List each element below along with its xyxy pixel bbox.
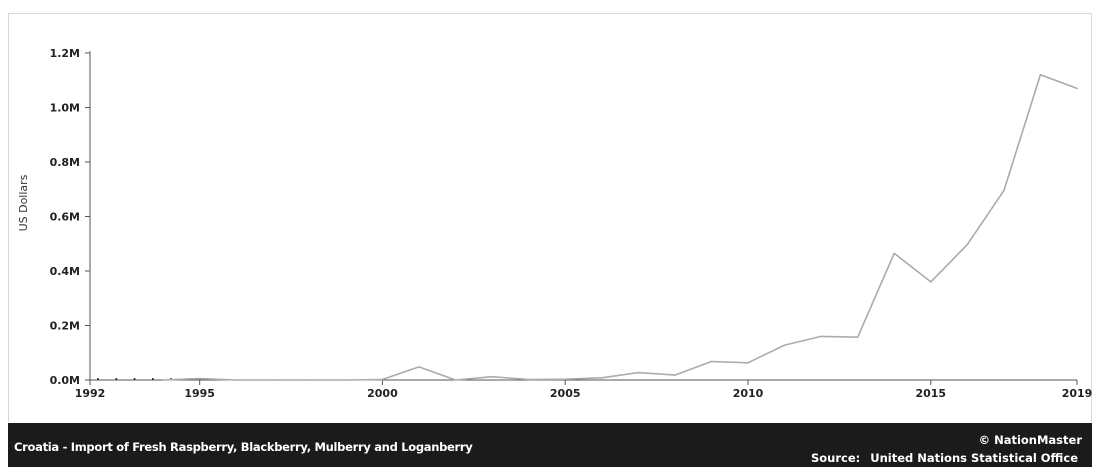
data-point xyxy=(418,366,420,368)
data-point xyxy=(381,378,384,381)
data-point xyxy=(1039,74,1042,76)
y-axis-label: US Dollars xyxy=(17,174,30,231)
chart-title: Croatia - Import of Fresh Raspberry, Bla… xyxy=(14,440,473,454)
data-point xyxy=(783,344,786,346)
y-tick-label: 0.4M xyxy=(50,265,80,278)
series-layer xyxy=(97,74,1078,381)
source-label: Source: xyxy=(810,451,861,465)
data-point xyxy=(747,362,749,364)
data-point xyxy=(637,371,640,374)
data-point xyxy=(162,379,164,381)
x-tick-label: 2019 xyxy=(1062,387,1093,400)
series-line xyxy=(163,74,1078,381)
missing-data-dot xyxy=(133,378,136,380)
data-point xyxy=(710,360,713,363)
data-point xyxy=(966,243,969,246)
missing-data-dot xyxy=(97,378,99,380)
data-point xyxy=(235,379,238,381)
data-point xyxy=(491,375,493,378)
y-tick-label: 0.8M xyxy=(50,156,80,169)
y-axis: 0.0M 0.2M 0.4M 0.6M 0.8M 1.0M 1.2M xyxy=(50,47,91,387)
x-tick-label: 1995 xyxy=(184,387,215,400)
source-value: United Nations Statistical Office xyxy=(870,451,1078,465)
y-tick-label: 0.0M xyxy=(50,374,80,387)
data-point xyxy=(1003,189,1005,192)
x-tick-label: 2000 xyxy=(367,387,398,400)
data-point xyxy=(1076,87,1078,90)
data-point xyxy=(820,335,822,338)
source-credit: Source: United Nations Statistical Office xyxy=(811,451,1078,465)
y-tick-label: 1.0M xyxy=(50,102,80,115)
data-point xyxy=(271,379,274,381)
data-point xyxy=(454,379,457,381)
chart-frame xyxy=(8,13,1092,422)
data-point xyxy=(345,379,347,381)
data-point xyxy=(674,374,676,376)
data-point xyxy=(198,377,201,380)
y-tick-label: 0.2M xyxy=(50,320,80,333)
y-tick-label: 0.6M xyxy=(50,211,80,224)
missing-data-dot xyxy=(151,378,154,380)
missing-data-dot xyxy=(115,378,118,380)
x-tick-label: 2015 xyxy=(915,387,946,400)
brand-credit: © NationMaster xyxy=(978,433,1082,447)
data-point xyxy=(893,252,896,255)
data-point xyxy=(564,378,567,380)
x-axis: 1992 1995 2000 2005 2010 2015 2019 xyxy=(75,379,1093,400)
x-tick-label: 2005 xyxy=(550,387,581,400)
data-point xyxy=(856,336,859,339)
line-chart: 0.0M 0.2M 0.4M 0.6M 0.8M 1.0M 1.2M 1992 1995 200… xyxy=(17,47,1093,400)
chart-footer: Croatia - Import of Fresh Raspberry, Bla… xyxy=(8,423,1092,467)
y-tick-label: 1.2M xyxy=(50,47,80,60)
x-tick-label: 1992 xyxy=(75,387,106,400)
data-point xyxy=(527,378,530,381)
data-point xyxy=(308,379,311,381)
data-point xyxy=(929,281,932,283)
data-point xyxy=(600,377,603,379)
x-tick-label: 2010 xyxy=(733,387,764,400)
